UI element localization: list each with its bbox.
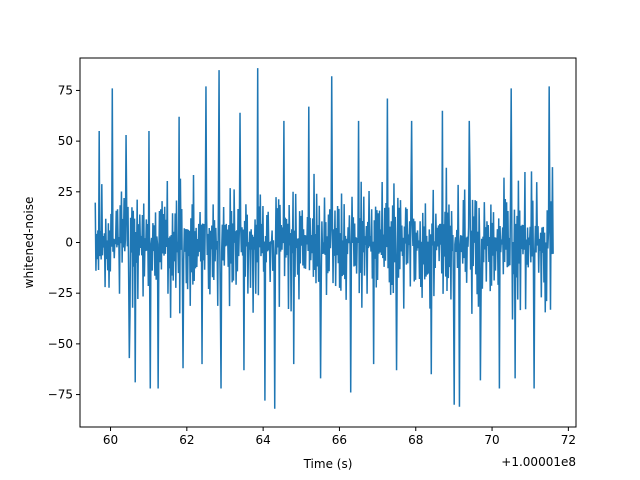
y-tick-label: 50 [58, 134, 73, 148]
y-axis: −75 −50 −25 0 25 50 75 [48, 83, 80, 402]
x-offset-label: +1.00001e8 [501, 455, 576, 469]
x-tick-label: 68 [408, 433, 423, 447]
y-tick-label: 75 [58, 83, 73, 97]
y-axis-label: whitened-noise [22, 197, 36, 289]
whitened-noise-line [94, 68, 554, 409]
x-tick-label: 64 [255, 433, 270, 447]
y-tick-label: −25 [48, 286, 73, 300]
x-tick-label: 66 [332, 433, 347, 447]
x-axis-label: Time (s) [303, 457, 353, 471]
y-tick-label: −75 [48, 388, 73, 402]
y-tick-label: 25 [58, 185, 73, 199]
y-tick-label: −50 [48, 337, 73, 351]
x-tick-label: 70 [484, 433, 499, 447]
x-axis: 60 62 64 66 68 70 72 [103, 427, 576, 447]
plot-series [94, 68, 554, 409]
x-tick-label: 60 [103, 433, 118, 447]
x-tick-label: 62 [179, 433, 194, 447]
x-tick-label: 72 [561, 433, 576, 447]
y-tick-label: 0 [65, 236, 73, 250]
